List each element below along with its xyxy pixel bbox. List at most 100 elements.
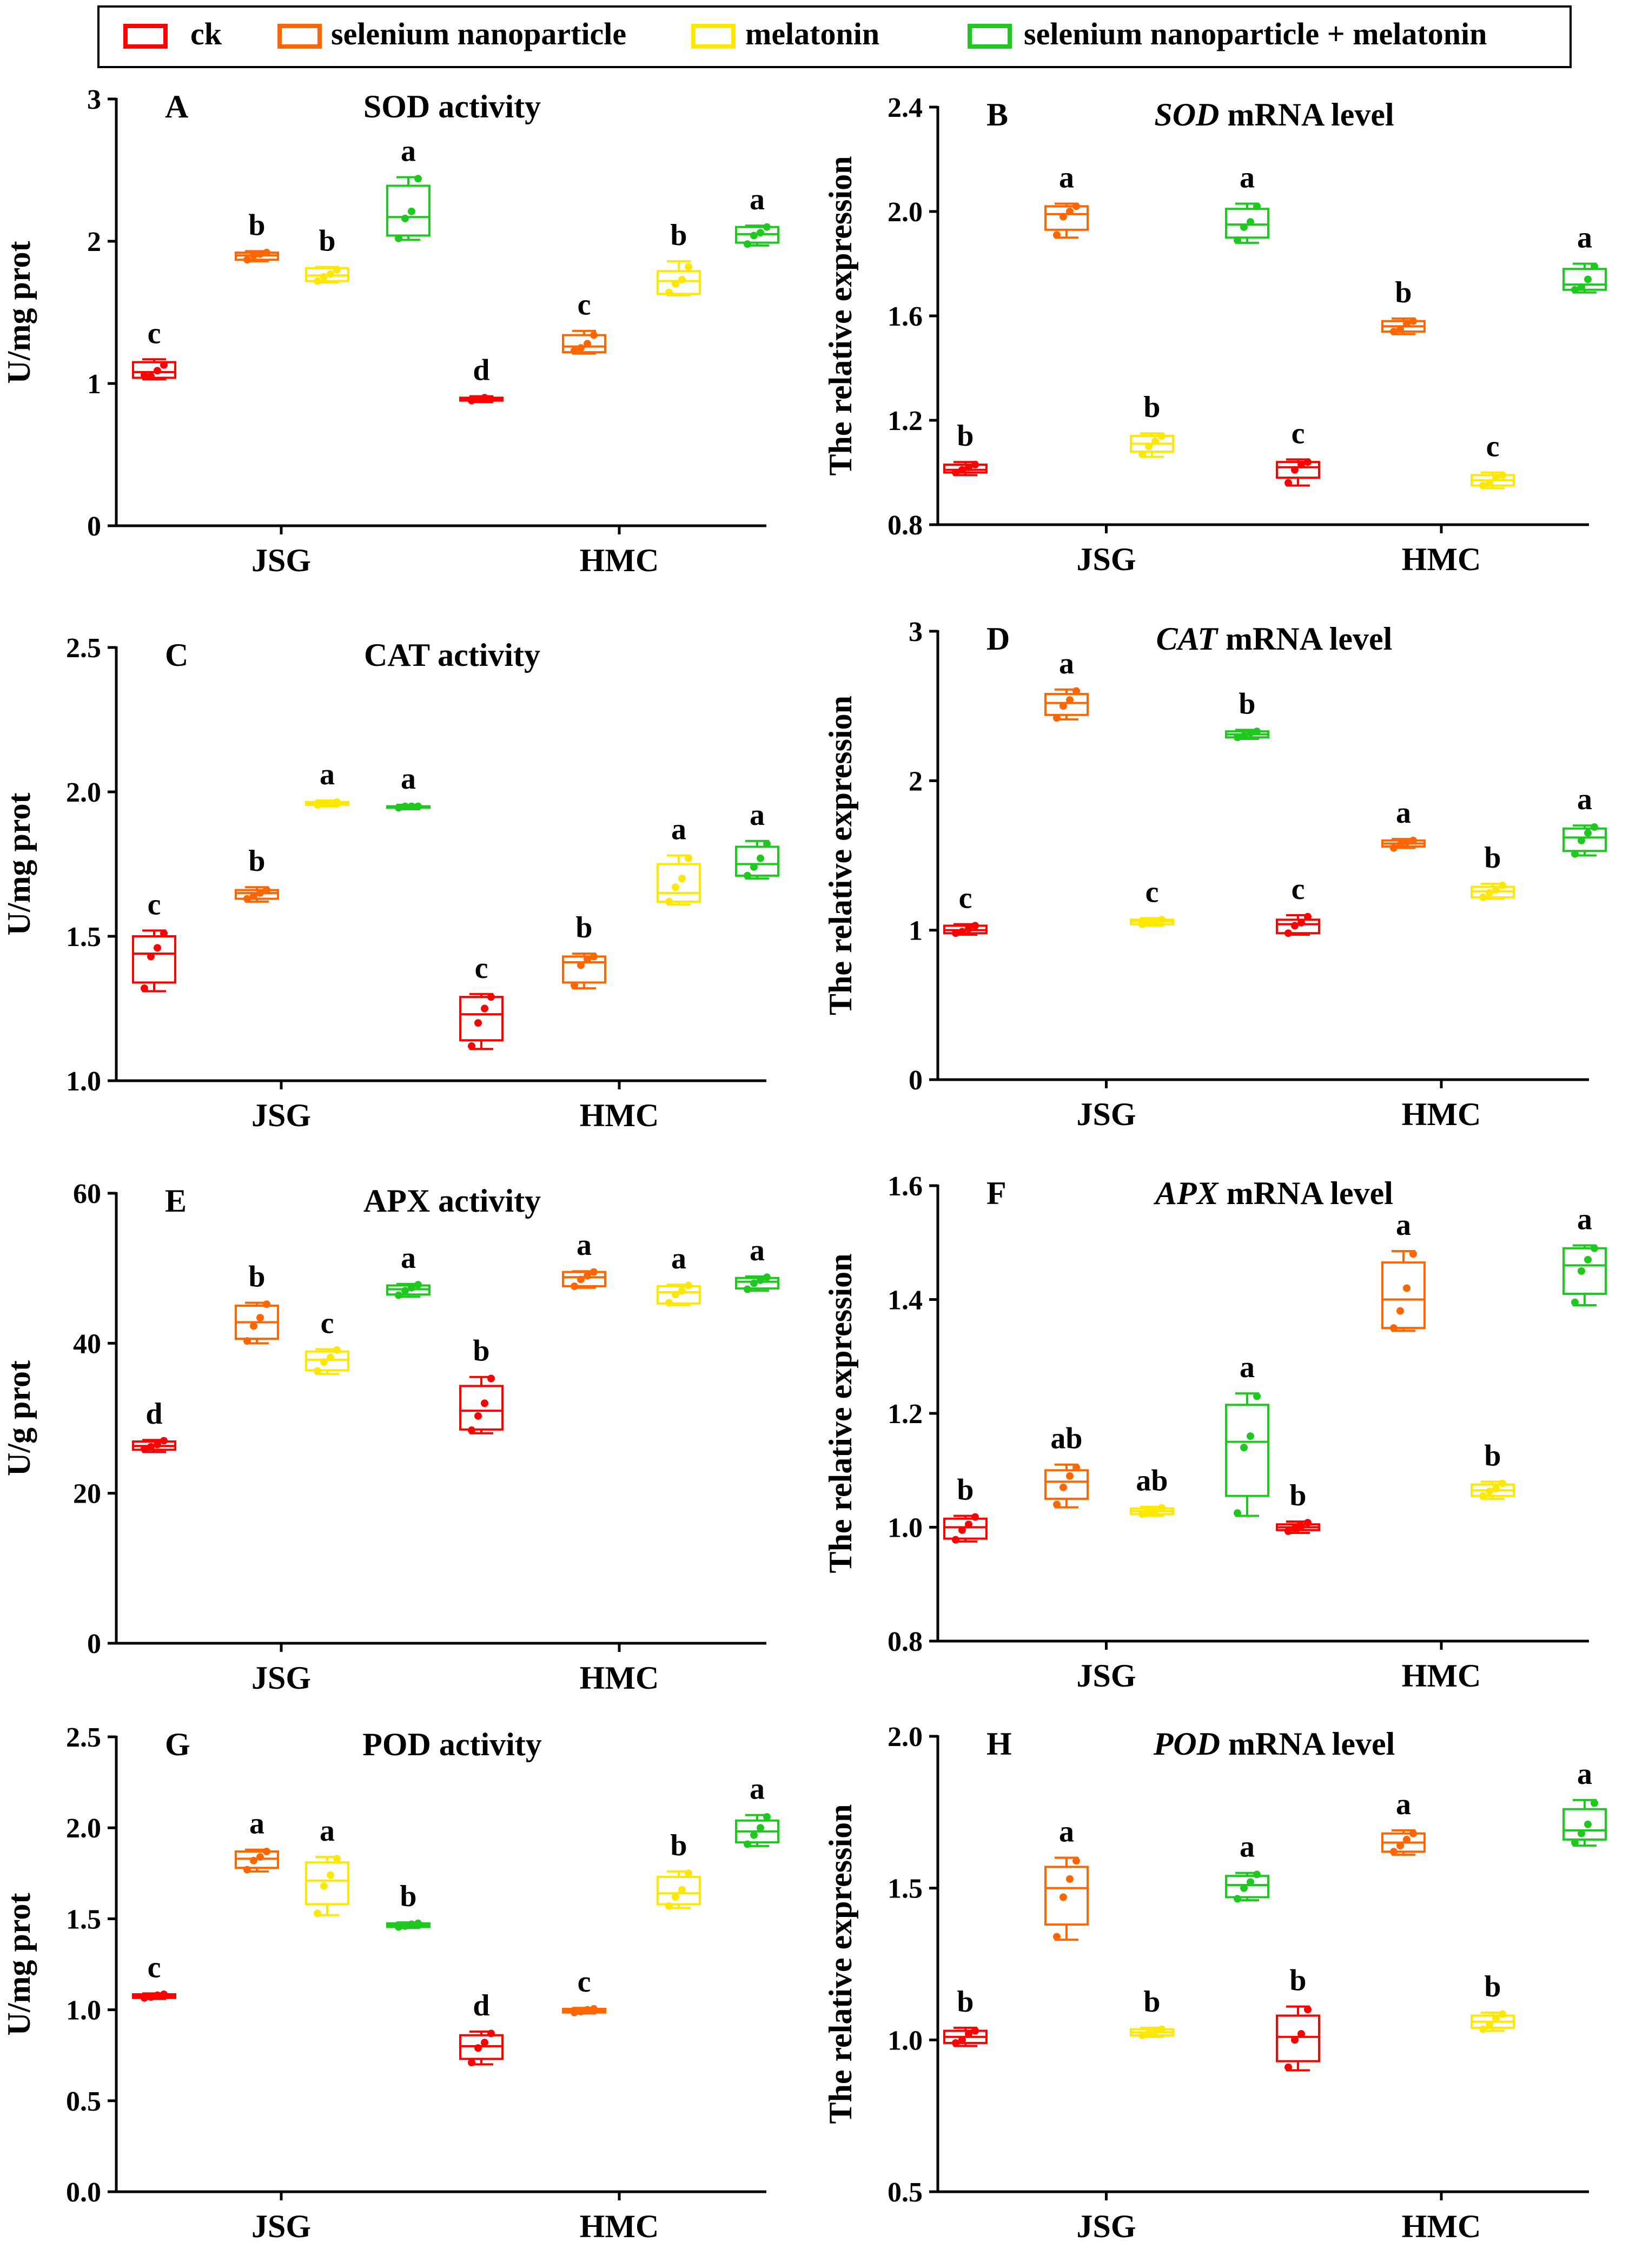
data-point — [1390, 327, 1398, 335]
data-point — [487, 1374, 495, 1383]
data-point — [147, 1443, 155, 1451]
x-category-label: JSG — [1076, 1096, 1136, 1132]
data-point — [1479, 893, 1487, 901]
significance-letter: d — [473, 354, 489, 387]
data-point — [256, 889, 264, 897]
data-point — [263, 1847, 270, 1855]
data-point — [1409, 317, 1417, 325]
legend-swatch-melatonin — [691, 24, 736, 49]
box-ck-hmc: b — [1276, 1964, 1320, 2072]
data-point — [327, 270, 334, 278]
legend-label-selenium-nanoparticle-melatonin: selenium nanoparticle + melatonin — [1024, 16, 1487, 51]
x-category-label: JSG — [1076, 541, 1136, 577]
data-point — [1138, 920, 1146, 928]
y-tick-label: 1.6 — [888, 301, 923, 332]
y-tick-label: 1 — [87, 369, 101, 400]
data-point — [147, 953, 155, 961]
significance-letter: b — [957, 1985, 973, 2019]
data-point — [1072, 1463, 1080, 1471]
y-tick-label: 1.2 — [888, 406, 923, 437]
x-category-label: HMC — [1402, 2209, 1481, 2244]
data-point — [250, 252, 257, 260]
data-point — [1591, 1799, 1598, 1807]
y-tick-label: 1.0 — [888, 1513, 923, 1544]
data-point — [1486, 889, 1493, 897]
data-point — [577, 1275, 585, 1284]
box-iqr — [305, 1350, 349, 1372]
data-point — [577, 961, 585, 969]
y-tick-label: 2.4 — [888, 92, 923, 123]
significance-letter: a — [401, 762, 416, 796]
data-point — [665, 897, 673, 905]
data-point — [327, 1353, 334, 1361]
data-point — [584, 1272, 591, 1280]
y-axis-label: U/mg prot — [1, 241, 37, 384]
x-category-label: HMC — [1402, 1096, 1481, 1132]
data-point — [468, 396, 475, 405]
data-point — [474, 1412, 482, 1420]
data-point — [314, 801, 321, 809]
legend-swatch-ck — [123, 24, 168, 49]
x-category-label: JSG — [251, 1660, 311, 1696]
box-selenium-nanoparticle-melatonin-hmc: a — [735, 183, 779, 248]
data-point — [1053, 1933, 1061, 1941]
box-iqr — [1276, 2014, 1320, 2062]
data-point — [1571, 1298, 1579, 1306]
legend-item-melatonin: melatonin — [691, 16, 879, 51]
significance-letter: b — [1395, 276, 1412, 309]
data-point — [263, 1300, 270, 1308]
significance-letter: b — [1484, 841, 1501, 875]
data-point — [1304, 913, 1312, 921]
chart-title: APX activity — [363, 1183, 541, 1219]
chart-title: CAT mRNA level — [1156, 621, 1393, 657]
data-point — [1253, 202, 1261, 210]
data-point — [243, 1866, 251, 1874]
y-tick-label: 2.5 — [66, 1722, 101, 1753]
data-point — [1145, 442, 1153, 451]
significance-letter: d — [145, 1397, 162, 1431]
box-ck-jsg: c — [132, 888, 176, 993]
data-point — [1145, 2030, 1153, 2038]
legend-frame — [97, 5, 1572, 68]
data-point — [763, 1813, 771, 1821]
y-tick-label: 1.0 — [66, 1066, 101, 1097]
data-point — [414, 175, 422, 183]
data-point — [1396, 1842, 1404, 1850]
y-tick-label: 1.0 — [66, 1995, 101, 2026]
y-tick-label: 1.4 — [888, 1285, 923, 1316]
data-point — [744, 1840, 751, 1848]
data-point — [571, 2008, 578, 2016]
data-point — [965, 463, 972, 471]
chart-title: CAT activity — [364, 637, 540, 673]
box-iqr — [1562, 1808, 1607, 1841]
data-point — [474, 2044, 482, 2052]
data-point — [487, 993, 495, 1001]
data-point — [1479, 2025, 1487, 2033]
significance-letter: a — [249, 1807, 264, 1841]
data-point — [256, 1314, 264, 1322]
data-point — [1499, 2010, 1506, 2018]
panel-e: 0 20 40 60 JSG HMC E APX activity U/g prot d b b a c a… — [1, 1179, 779, 1696]
significance-letter: a — [1577, 1757, 1592, 1791]
data-point — [320, 1882, 328, 1890]
data-point — [744, 240, 751, 248]
data-point — [160, 361, 168, 369]
data-point — [1053, 231, 1061, 239]
significance-letter: c — [148, 1950, 161, 1984]
panel-letter: E — [165, 1183, 187, 1219]
data-point — [1403, 1835, 1410, 1843]
data-point — [1578, 1267, 1585, 1275]
x-category-label: HMC — [580, 2209, 659, 2244]
significance-letter: b — [1484, 1970, 1501, 2003]
data-point — [314, 1909, 321, 1917]
box-melatonin-jsg: b — [1130, 391, 1174, 458]
data-point — [1158, 916, 1165, 924]
data-point — [1247, 1878, 1254, 1886]
box-melatonin-hmc: b — [657, 1829, 701, 1910]
box-iqr — [1562, 827, 1607, 852]
data-point — [1138, 450, 1146, 458]
data-point — [744, 871, 751, 880]
significance-letter: b — [670, 219, 687, 252]
y-tick-label: 3 — [87, 84, 101, 115]
data-point — [1584, 1255, 1592, 1264]
